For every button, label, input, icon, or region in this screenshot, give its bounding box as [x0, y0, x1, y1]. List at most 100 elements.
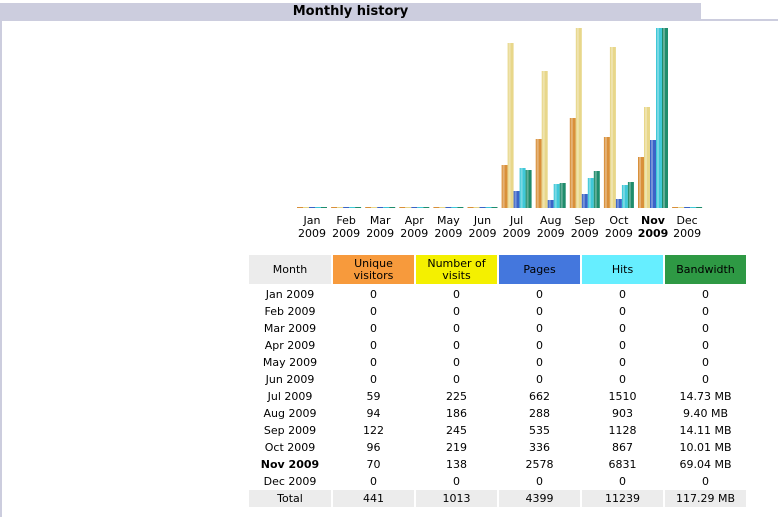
bar-unique-apr-2009 [399, 207, 406, 208]
x-tick-year: 2009 [605, 227, 633, 240]
cell-pages: 0 [536, 339, 543, 352]
x-tick-month: Jul [509, 214, 523, 227]
cell-month: Jan 2009 [265, 288, 315, 301]
bar-visits-dec-2009 [678, 207, 685, 208]
bar-unique-sep-2009 [569, 118, 576, 208]
bar-highlight [554, 184, 557, 208]
cell-month: Jul 2009 [267, 390, 313, 403]
bar-hits-apr-2009 [417, 207, 424, 208]
bar-pages-jan-2009 [309, 207, 315, 208]
bar-pages-mar-2009 [377, 207, 384, 208]
bar-hits-mar-2009 [383, 207, 390, 208]
bar-highlight [663, 28, 665, 208]
bar-pages-apr-2009 [411, 207, 418, 208]
bar-bandwidth-jan-2009 [321, 207, 327, 208]
bar-highlight [560, 183, 563, 208]
bar-unique-may-2009 [433, 207, 440, 208]
bar-visits-jul-2009 [507, 43, 514, 208]
cell-number-of-visits: 0 [453, 373, 460, 386]
bar-highlight [548, 200, 551, 208]
bar-bandwidth-may-2009 [457, 207, 464, 208]
table-total-row: Total 441 1013 4399 11239 117.29 MB [249, 490, 746, 507]
bar-highlight [594, 171, 597, 208]
cell-number-of-visits: 0 [453, 305, 460, 318]
x-tick-year: 2009 [537, 227, 565, 240]
cell-hits: 867 [612, 441, 633, 454]
cell-number-of-visits: 219 [446, 441, 467, 454]
bar-pages-dec-2009 [684, 207, 691, 208]
bar-visits-may-2009 [439, 207, 446, 208]
bar-highlight [526, 170, 529, 208]
bar-visits-sep-2009 [575, 28, 582, 208]
bar-hits-nov-2009 [656, 28, 662, 208]
cell-pages: 0 [536, 356, 543, 369]
table-row: Jul 2009 59 225 662 1510 14.73 MB [249, 388, 746, 405]
bar-highlight [628, 182, 631, 208]
header-unique-visitors: Unique visitors [333, 255, 414, 286]
cell-number-of-visits: 0 [453, 475, 460, 488]
cell-pages: 0 [536, 373, 543, 386]
bar-bandwidth-dec-2009 [696, 207, 703, 208]
cell-unique-visitors: 122 [363, 424, 384, 437]
bar-bandwidth-apr-2009 [423, 207, 430, 208]
bar-unique-jul-2009 [501, 165, 508, 208]
bar-hits-jul-2009 [519, 168, 526, 208]
cell-month: Sep 2009 [263, 424, 317, 437]
total-cell-bandwidth: 117.29 MB [665, 490, 746, 507]
bar-highlight [639, 157, 641, 208]
x-tick-month: Dec [676, 214, 697, 227]
bar-pages-jul-2009 [513, 191, 520, 208]
cell-month: Apr 2009 [264, 339, 316, 352]
table-row: Jan 2009 0 0 0 0 0 [249, 286, 746, 303]
x-tick-month: Nov [641, 214, 666, 227]
cell-pages: 0 [536, 288, 543, 301]
table-row: Dec 2009 0 0 0 0 0 [249, 473, 746, 490]
cell-unique-visitors: 0 [370, 356, 377, 369]
bar-highlight [622, 185, 625, 208]
cell-bandwidth: 14.11 MB [679, 424, 732, 437]
bar-pages-oct-2009 [615, 199, 622, 208]
cell-bandwidth: 0 [702, 322, 709, 335]
table-row: Mar 2009 0 0 0 0 0 [249, 320, 746, 337]
cell-number-of-visits: 0 [453, 322, 460, 335]
x-tick-month: Jan [303, 214, 321, 227]
header-pages: Pages [499, 255, 580, 286]
cell-pages: 662 [529, 390, 550, 403]
cell-hits: 903 [612, 407, 633, 420]
cell-month: Nov 2009 [260, 458, 320, 471]
x-tick-month: May [437, 214, 460, 227]
bar-pages-aug-2009 [547, 200, 554, 208]
bar-highlight [542, 71, 545, 208]
cell-unique-visitors: 59 [366, 390, 381, 403]
cell-unique-visitors: 96 [366, 441, 381, 454]
cell-unique-visitors: 0 [370, 373, 377, 386]
x-tick-year: 2009 [400, 227, 428, 240]
cell-number-of-visits: 245 [446, 424, 467, 437]
bar-unique-jan-2009 [297, 207, 303, 208]
table-row: Apr 2009 0 0 0 0 0 [249, 337, 746, 354]
cell-number-of-visits: 225 [446, 390, 467, 403]
bar-bandwidth-oct-2009 [627, 182, 634, 208]
table-row: Oct 2009 96 219 336 867 10.01 MB [249, 439, 746, 456]
bar-unique-jun-2009 [467, 207, 474, 208]
cell-month: Jun 2009 [265, 373, 315, 386]
bar-unique-dec-2009 [672, 207, 679, 208]
cell-bandwidth: 10.01 MB [679, 441, 732, 454]
bar-highlight [536, 139, 539, 208]
bar-visits-apr-2009 [405, 207, 412, 208]
bar-highlight [657, 28, 659, 208]
section-left-border [0, 21, 2, 517]
bar-pages-nov-2009 [650, 140, 656, 208]
bar-hits-jun-2009 [485, 207, 492, 208]
cell-unique-visitors: 0 [370, 339, 377, 352]
cell-hits: 0 [619, 475, 626, 488]
bar-hits-aug-2009 [553, 184, 560, 208]
header-bandwidth: Bandwidth [665, 255, 746, 286]
bar-visits-jun-2009 [473, 207, 480, 208]
bar-pages-sep-2009 [581, 194, 588, 208]
bar-bandwidth-aug-2009 [559, 183, 566, 208]
bar-highlight [520, 168, 523, 208]
cell-month: Mar 2009 [263, 322, 317, 335]
total-cell-hits: 11239 [582, 490, 663, 507]
cell-unique-visitors: 0 [370, 475, 377, 488]
